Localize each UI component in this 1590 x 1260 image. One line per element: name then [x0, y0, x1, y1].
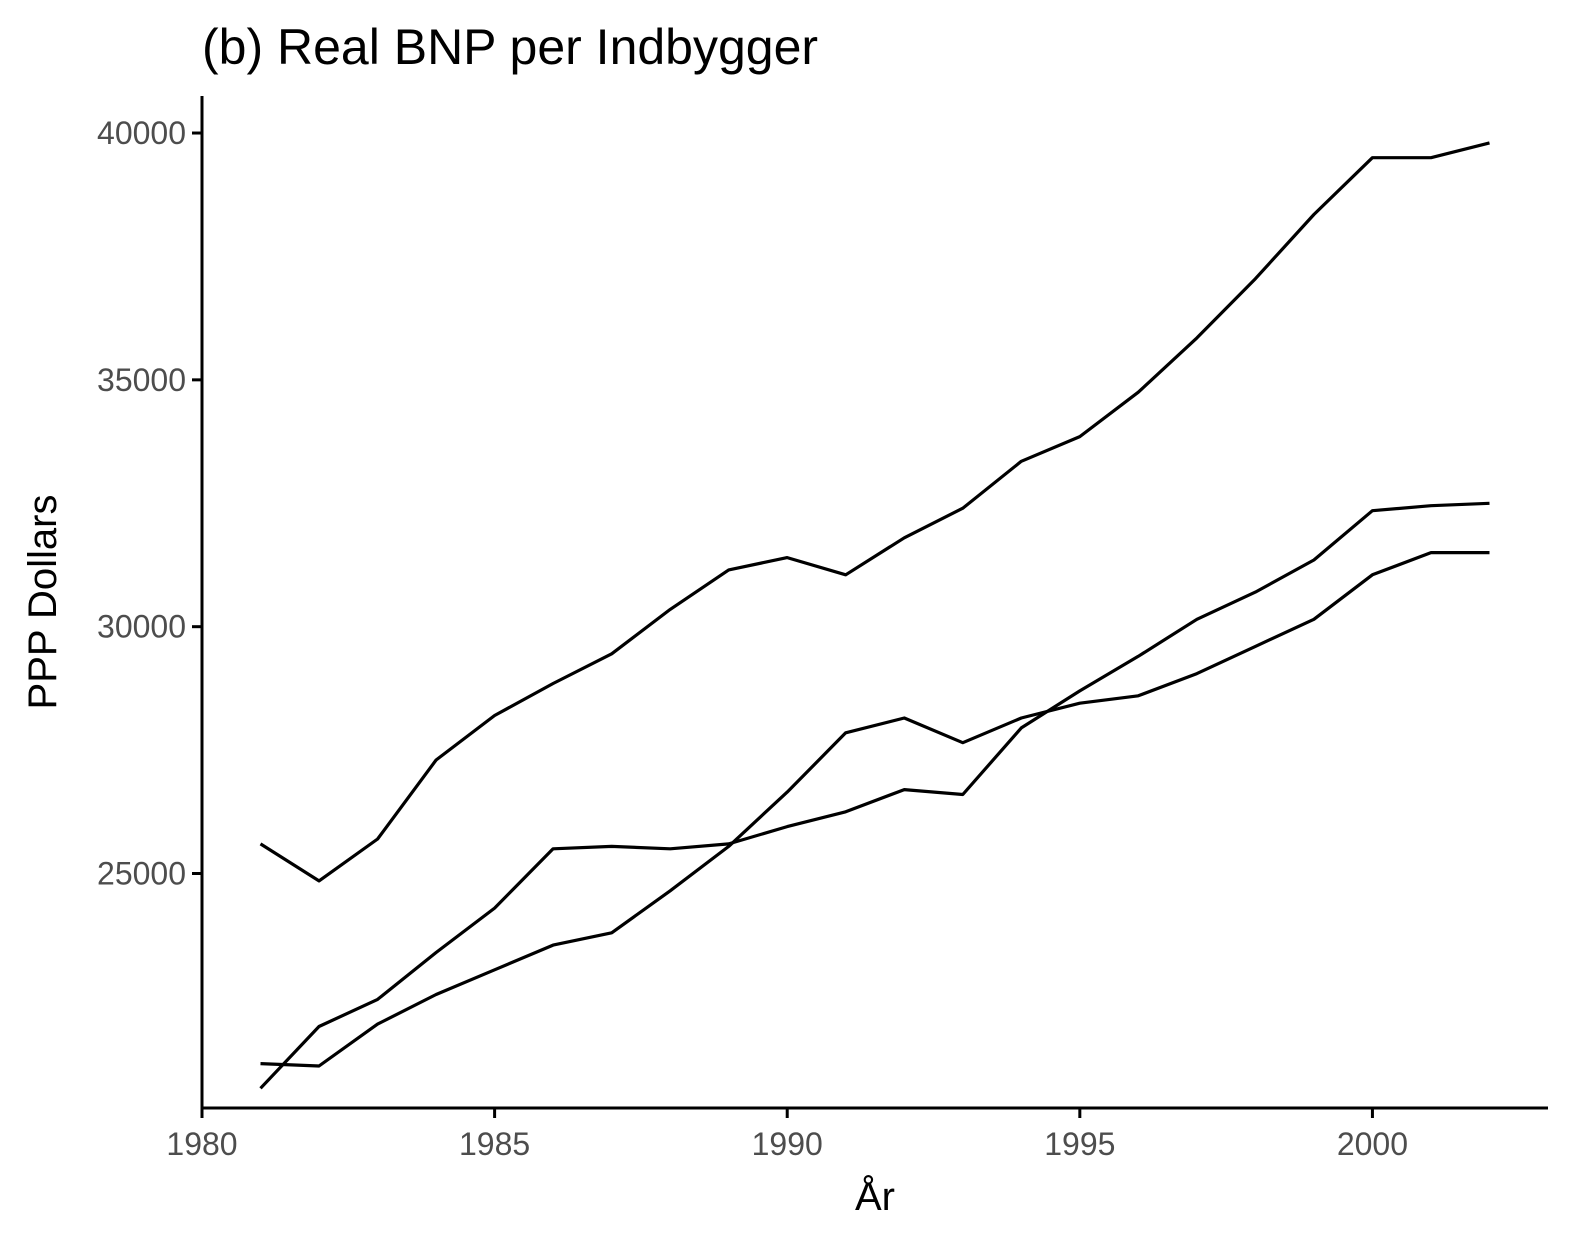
series-line-2	[260, 550, 1490, 1068]
series-line-1	[259, 141, 1490, 883]
y-tick-label: 35000	[97, 362, 186, 398]
y-tick-label: 25000	[97, 856, 186, 892]
x-tick-label: 1985	[459, 1126, 530, 1162]
x-axis-title: År	[855, 1174, 895, 1219]
x-tick-label: 1995	[1044, 1126, 1115, 1162]
x-tick-label: 2000	[1337, 1126, 1408, 1162]
y-tick-label: 40000	[97, 115, 186, 151]
y-axis-title: PPP Dollars	[21, 495, 65, 710]
y-tick-label: 30000	[97, 609, 186, 645]
x-tick-label: 1980	[166, 1126, 237, 1162]
x-axis-ticks: 1980 1985 1990 1995 2000	[166, 1108, 1408, 1162]
chart-title: (b) Real BNP per Indbygger	[202, 19, 818, 75]
y-axis-ticks: 25000 30000 35000 40000	[97, 115, 202, 892]
series-line-3	[259, 501, 1490, 1090]
series-layer	[259, 141, 1490, 1090]
x-tick-label: 1990	[752, 1126, 823, 1162]
